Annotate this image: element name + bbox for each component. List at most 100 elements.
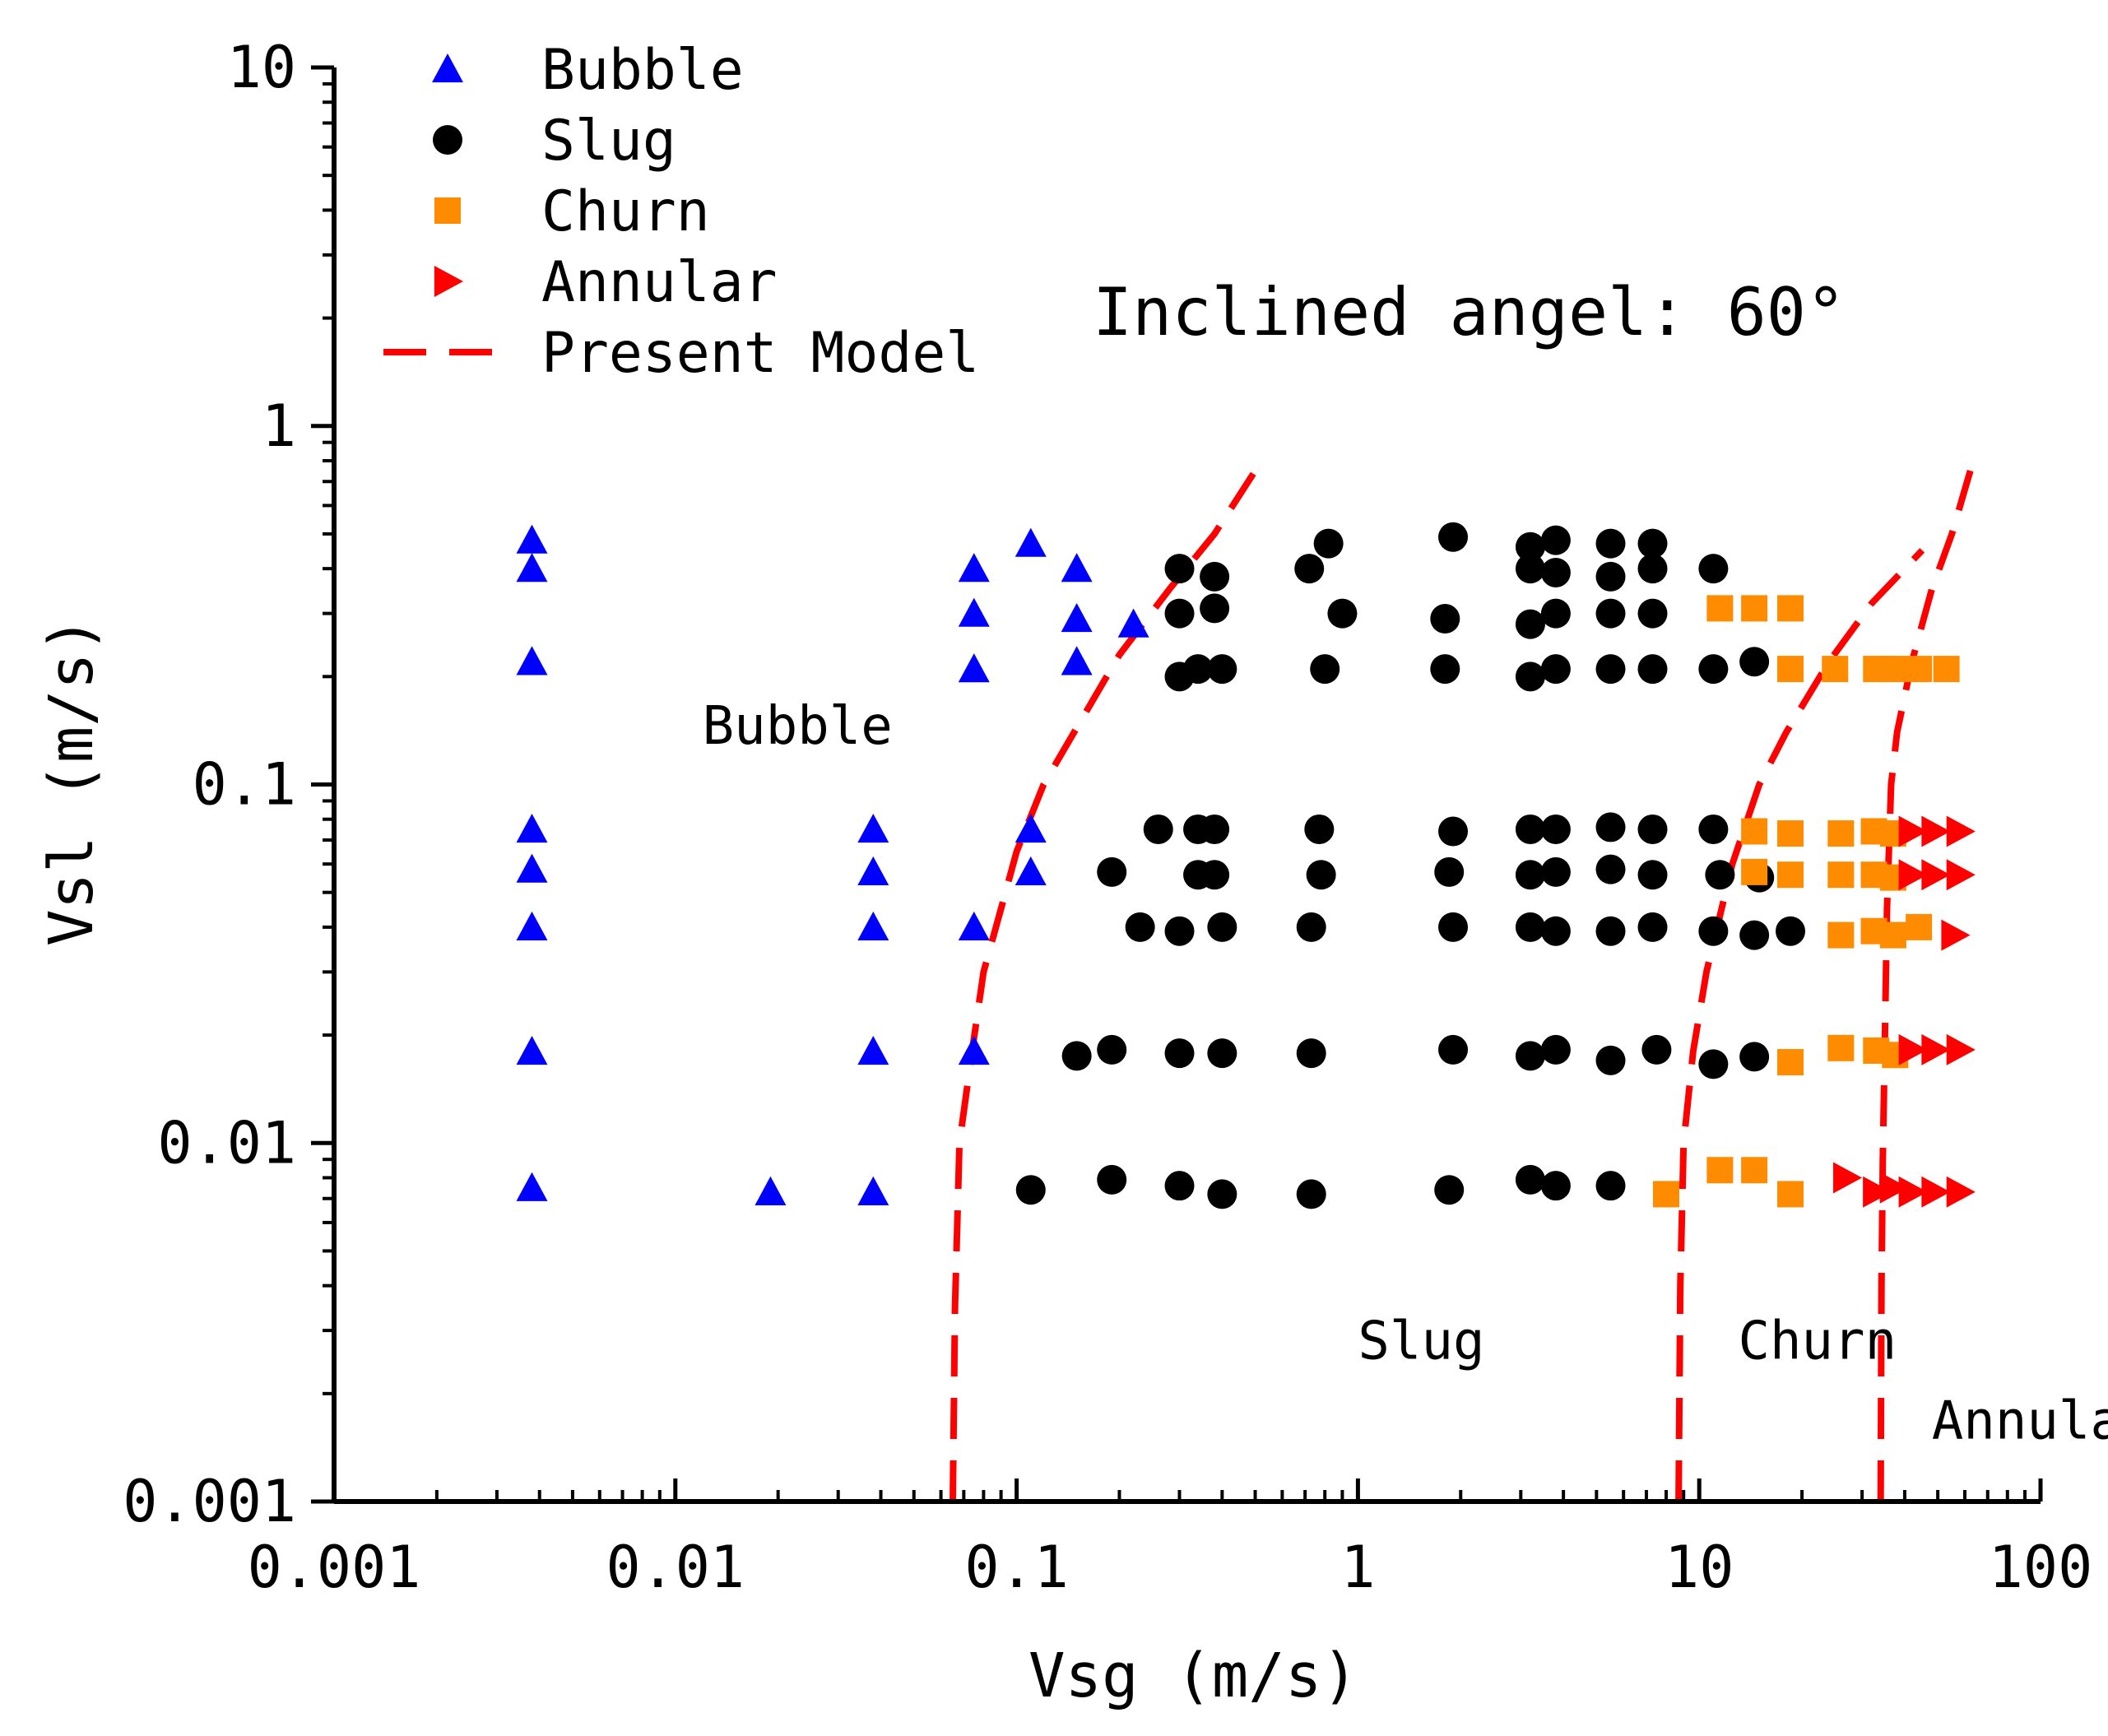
point-slug [1515,554,1545,584]
x-tick-label: 1 [1340,1534,1375,1601]
point-slug [1698,554,1729,584]
point-slug [1540,557,1571,587]
point-slug [1595,854,1626,884]
point-slug [1430,654,1460,685]
series-annular [1832,815,1976,1208]
region-labels: Bubble Slug Churn Annular [703,696,2108,1451]
x-tick-label: 100 [1989,1534,2092,1601]
x-tick-label: 10 [1665,1534,1734,1601]
point-slug [1739,920,1770,950]
point-slug [1641,1034,1672,1065]
point-churn [1741,858,1768,885]
point-slug [1595,1171,1626,1201]
point-slug [1698,654,1729,685]
point-slug [1595,1045,1626,1075]
region-label-bubble: Bubble [703,696,893,757]
point-slug [1595,528,1626,559]
legend-marker-churn [434,197,461,224]
point-slug [1438,816,1469,847]
point-slug [1143,814,1173,844]
point-slug [1097,1034,1127,1065]
point-churn [1827,921,1855,949]
point-bubble [755,1176,787,1205]
point-slug [1097,1164,1127,1195]
point-slug [1515,1041,1545,1071]
point-bubble [1117,608,1149,638]
point-slug [1698,1049,1729,1079]
point-slug [1595,598,1626,629]
point-slug [1200,860,1230,890]
point-slug [1207,1179,1237,1209]
x-tick-label: 0.01 [606,1534,745,1601]
point-annular [1946,1176,1976,1208]
legend-marker-bubble [432,53,463,83]
point-slug [1515,814,1545,844]
point-annular [1898,1176,1928,1208]
y-tick-label: 10 [227,34,296,101]
point-annular [1879,1172,1909,1204]
point-churn [1741,595,1768,622]
point-slug [1595,561,1626,592]
point-slug [1434,856,1465,887]
point-annular [1946,815,1976,847]
point-annular [1898,1033,1928,1065]
point-slug [1637,528,1668,559]
point-slug [1595,654,1626,685]
y-tick-label: 0.1 [193,751,296,819]
point-bubble [516,853,548,883]
point-annular [1863,1176,1892,1208]
point-bubble [516,553,548,583]
point-slug [1515,661,1545,692]
point-slug [1776,916,1806,946]
point-slug [1540,916,1571,946]
point-churn [1822,656,1849,683]
model-boundary-line [1877,463,1976,1502]
point-slug [1739,1042,1770,1072]
point-slug [1540,814,1571,844]
point-annular [1832,1162,1863,1194]
point-churn [1827,1034,1855,1061]
point-slug [1183,654,1214,685]
legend-label-annular: Annular [541,250,778,315]
point-annular [1921,1176,1951,1208]
y-tick-label: 0.01 [157,1109,296,1177]
point-slug [1296,1038,1326,1069]
axis-ticks: 0.001 0.01 0.1 1 10 100 0.001 0.01 0.1 1 10 [123,34,2092,1601]
point-slug [1207,912,1237,942]
point-slug [1207,654,1237,685]
point-slug [1637,814,1668,844]
point-slug [1637,654,1668,685]
point-slug [1310,654,1340,685]
data-points [516,522,1976,1209]
point-slug [1015,1175,1046,1205]
point-annular [1941,919,1971,951]
point-bubble [958,597,990,627]
point-slug [1515,1164,1545,1195]
point-bubble [516,1036,548,1065]
legend-marker-annular [434,266,463,297]
y-tick-label: 1 [262,392,296,460]
model-lines [950,463,1976,1502]
point-bubble [958,653,990,683]
x-tick-label: 0.1 [964,1534,1068,1601]
point-slug [1515,860,1545,890]
point-slug [1637,860,1668,890]
point-slug [1061,1041,1092,1071]
point-slug [1698,916,1729,946]
point-bubble [857,856,889,886]
point-slug [1207,1038,1237,1069]
point-bubble [516,524,548,554]
point-slug [1200,561,1230,592]
point-bubble [857,1176,889,1205]
point-slug [1313,528,1344,559]
point-bubble [1015,527,1047,557]
point-bubble [516,646,548,675]
point-bubble [857,813,889,843]
point-churn [1906,913,1933,940]
point-slug [1430,604,1460,634]
series-bubble [516,524,1149,1205]
point-slug [1515,609,1545,639]
point-bubble [958,553,990,583]
point-bubble [1061,553,1093,583]
point-slug [1540,525,1571,555]
